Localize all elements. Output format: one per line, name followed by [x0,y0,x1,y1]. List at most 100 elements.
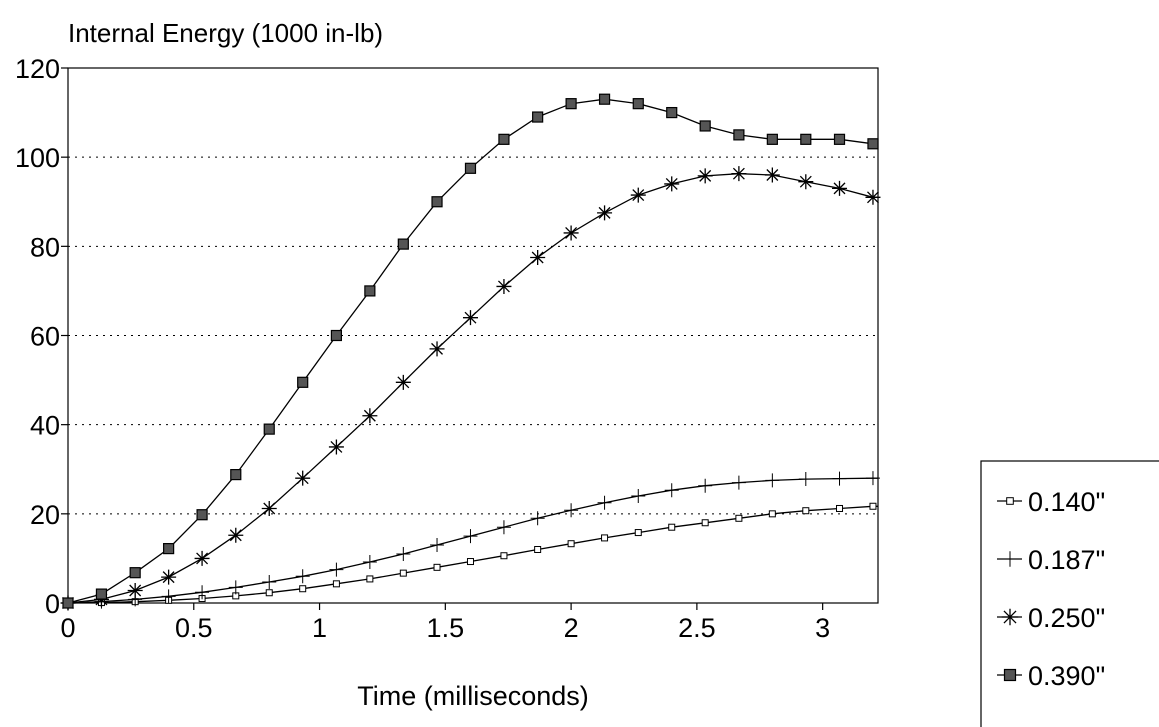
data-point [464,162,477,174]
data-point [800,133,812,145]
data-point [228,580,243,595]
data-point [563,225,579,241]
data-point [632,98,644,110]
data-point [802,507,810,515]
data-point [731,475,746,490]
data-point [699,120,711,132]
x-tick-label: 1 [312,613,327,643]
data-point [163,543,175,555]
data-point [664,176,680,192]
data-point [1003,668,1017,682]
data-point [697,168,713,184]
data-point [768,510,776,518]
data-point [62,597,74,609]
data-point [261,500,277,516]
plot-area [67,67,879,604]
data-point [429,341,445,357]
data-point [330,329,343,342]
data-point [196,509,208,521]
legend-label: 0.187" [1028,545,1105,575]
data-point [833,133,846,145]
data-point [798,472,813,487]
data-point [597,205,613,221]
data-point [1002,551,1018,567]
data-point [127,583,143,599]
series-line [67,505,878,604]
legend-entry: 0.187" [997,545,1105,575]
data-point [265,589,273,597]
data-point [867,138,879,150]
data-point [530,249,546,265]
y-tick-label: 40 [30,411,60,441]
data-point [564,503,579,518]
series [60,166,881,611]
x-tick-label: 0 [60,613,75,643]
data-point [329,562,344,577]
data-point [666,106,678,119]
data-point [362,408,378,424]
data-point [161,589,176,604]
data-point [433,563,441,571]
data-point [631,489,646,503]
data-point [664,483,679,498]
data-point [366,575,374,583]
series-line [67,98,878,604]
data-point [1001,608,1019,626]
data-point [431,196,443,208]
series [61,471,880,610]
data-point [395,374,411,390]
data-point [194,550,210,566]
data-point [598,93,611,105]
data-point [597,495,612,510]
data-point [532,111,544,123]
data-point [567,540,575,548]
data-point [798,174,814,190]
data-point [832,180,848,196]
data-point [297,376,309,388]
data-point [869,502,877,510]
data-point [364,285,376,297]
data-point [95,588,108,600]
legend-label: 0.140" [1028,487,1105,517]
data-point [228,527,244,543]
data-point [263,423,275,435]
data-point [332,580,340,588]
y-tick-label: 80 [30,232,60,262]
y-axis: 0 20 40 60 80 100 120 [15,54,68,619]
legend-entry: 0.390" [997,661,1105,691]
data-point [836,504,844,512]
data-point [500,552,508,560]
data-point [832,471,847,486]
legend-label: 0.390" [1028,661,1105,691]
x-axis: 0 0.5 1 1.5 2 2.5 3 [60,603,830,643]
data-point [462,310,478,326]
data-point [195,585,210,600]
data-point [764,167,780,183]
data-point [731,166,747,182]
gridlines [68,156,878,515]
data-point [530,511,545,526]
data-point [399,569,407,577]
data-point [396,546,411,561]
data-point [668,523,676,531]
data-point [262,575,277,590]
data-point [230,469,242,481]
data-point [466,558,474,566]
data-point [328,439,344,455]
data-point [865,189,881,205]
data-point [701,519,709,527]
data-point [496,278,512,294]
series [64,502,878,607]
data-point [630,187,646,203]
legend-label: 0.250" [1028,603,1105,633]
x-tick-label: 3 [815,613,830,643]
x-tick-label: 2 [564,613,579,643]
data-point [865,471,880,486]
data-point [735,514,743,522]
series-line [67,173,878,604]
y-tick-label: 100 [15,143,60,173]
legend-box [980,460,1159,727]
data-point [299,585,307,593]
series [62,93,879,609]
legend-entry: 0.140" [997,487,1105,517]
